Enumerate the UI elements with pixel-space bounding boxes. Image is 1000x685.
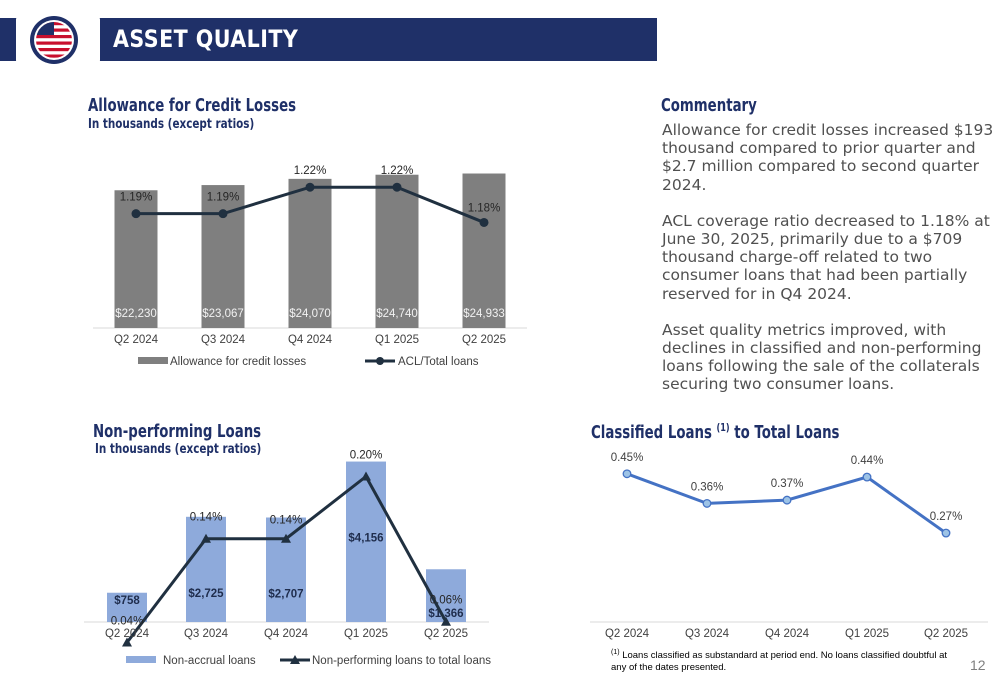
chart1-category-label-4: Q1 2025 <box>375 334 419 346</box>
page-number: 12 <box>970 657 986 673</box>
chart1-category-label-1: Q2 2024 <box>114 334 159 346</box>
acl-chart-title: Allowance for Credit Losses <box>88 95 297 116</box>
chart2-bar-label-2: $2,725 <box>188 588 224 600</box>
commentary-paragraph-3: Asset quality metrics improved, with dec… <box>662 320 982 394</box>
flag-logo-icon <box>16 14 100 66</box>
chart2-ratio-label-5: 0.06% <box>430 595 463 607</box>
chart2-bar-1 <box>107 592 147 622</box>
chart1-bar-label-2: $23,067 <box>202 308 244 320</box>
chart2-ratio-label-3: 0.14% <box>270 515 303 527</box>
chart1-bar-5 <box>462 173 506 328</box>
chart2-ratio-point-2 <box>201 533 211 543</box>
classified-footnote: (1) Loans classified as substandard at p… <box>611 647 961 674</box>
chart2-category-label-4: Q1 2025 <box>344 628 388 640</box>
chart1-ratio-point-4 <box>392 182 402 192</box>
chart1-category-label-2: Q3 2024 <box>201 334 246 346</box>
header-banner: ASSET QUALITY <box>0 18 657 61</box>
chart1-ratio-label-5: 1.18% <box>468 202 501 214</box>
chart2-category-label-1: Q2 2024 <box>105 628 150 640</box>
footnote-marker: (1) <box>611 649 620 656</box>
chart1-bar-label-5: $24,933 <box>463 308 505 320</box>
chart1-category-label-5: Q2 2025 <box>462 334 506 346</box>
chart2-bar-label-1: $758 <box>114 595 140 607</box>
chart3-point-3 <box>782 495 792 505</box>
chart1-ratio-label-1: 1.19% <box>120 192 153 204</box>
chart2-category-label-5: Q2 2025 <box>424 628 468 640</box>
chart3-category-label-1: Q2 2024 <box>605 628 650 640</box>
chart2-ratio-label-4: 0.20% <box>350 449 383 461</box>
chart3-point-label-3: 0.37% <box>771 478 804 490</box>
chart2-bar-3 <box>266 517 306 622</box>
chart1-ratio-label-3: 1.22% <box>294 165 327 177</box>
chart2-bar-label-3: $2,707 <box>268 588 303 600</box>
chart3-category-label-5: Q2 2025 <box>924 628 968 640</box>
chart3-point-label-4: 0.44% <box>851 455 884 467</box>
classified-chart-title: Classified Loans (1) to Total Loans <box>591 421 839 443</box>
chart1-ratio-point-2 <box>218 209 228 219</box>
chart2-ratio-label-2: 0.14% <box>190 512 223 524</box>
chart2-bar-2 <box>186 516 226 622</box>
chart2-legend-bar-swatch <box>126 656 156 663</box>
chart2-bar-label-4: $4,156 <box>348 533 383 545</box>
chart1-ratio-point-5 <box>479 217 489 227</box>
chart3-point-1 <box>622 469 632 479</box>
chart1-bar-label-4: $24,740 <box>376 308 418 320</box>
chart1-category-label-3: Q4 2024 <box>288 334 333 346</box>
chart2-category-label-2: Q3 2024 <box>184 628 229 640</box>
chart1-bar-label-1: $22,230 <box>115 308 157 320</box>
chart1-bar-2 <box>201 185 245 328</box>
classified-title-text-2: to Total Loans <box>729 422 840 443</box>
commentary-paragraph-1: Allowance for credit losses increased $1… <box>662 121 994 194</box>
chart2-legend-bar-label: Non-accrual loans <box>163 655 256 667</box>
chart3-point-label-1: 0.45% <box>611 452 644 464</box>
chart1-legend-line-label: ACL/Total loans <box>398 356 479 368</box>
chart2-ratio-point-5 <box>441 616 451 626</box>
chart2-ratio-point-1 <box>122 637 132 647</box>
chart2-ratio-point-4 <box>361 471 371 481</box>
npl-chart-title: Non-performing Loans <box>93 421 262 442</box>
chart3-point-label-2: 0.36% <box>691 481 724 493</box>
commentary-paragraph-2: ACL coverage ratio decreased to 1.18% at… <box>662 211 990 303</box>
chart1-legend-line-marker <box>376 357 384 365</box>
chart1-bar-label-3: $24,070 <box>289 308 331 320</box>
chart3-category-label-3: Q4 2024 <box>765 628 810 640</box>
npl-chart-subtitle: In thousands (except ratios) <box>95 442 262 457</box>
chart1-bar-3 <box>288 178 332 328</box>
chart2-legend-line-label: Non-performing loans to total loans <box>312 655 491 667</box>
footnote-text: Loans classified as substandard at perio… <box>611 650 947 674</box>
chart1-ratio-label-4: 1.22% <box>381 165 414 177</box>
chart3-point-label-5: 0.27% <box>930 511 963 523</box>
chart3-point-4 <box>862 472 872 482</box>
chart1-legend-bar-swatch <box>138 357 168 364</box>
classified-title-text: Classified Loans <box>591 422 717 443</box>
chart3-point-2 <box>702 498 712 508</box>
acl-chart-subtitle: In thousands (except ratios) <box>88 117 255 132</box>
chart2-legend-line-marker <box>290 655 300 664</box>
chart2-ratio-point-3 <box>281 533 291 543</box>
chart1-bar-4 <box>375 174 419 328</box>
chart2-bar-label-5: $1,366 <box>428 608 463 620</box>
chart3-point-5 <box>941 528 951 538</box>
chart2-ratio-label-1: 0.04% <box>111 615 144 627</box>
commentary-body: Allowance for credit losses increased $1… <box>662 121 997 412</box>
classified-title-footnote-ref: (1) <box>716 421 730 434</box>
chart1-ratio-point-1 <box>131 209 141 219</box>
commentary-title: Commentary <box>661 95 757 116</box>
chart1-ratio-label-2: 1.19% <box>207 192 240 204</box>
chart1-ratio-point-3 <box>305 182 315 192</box>
chart3-category-label-2: Q3 2024 <box>685 628 730 640</box>
chart3-category-label-4: Q1 2025 <box>845 628 889 640</box>
chart2-category-label-3: Q4 2024 <box>264 628 309 640</box>
chart1-legend-bar-label: Allowance for credit losses <box>170 356 306 368</box>
page-title: ASSET QUALITY <box>113 25 299 53</box>
